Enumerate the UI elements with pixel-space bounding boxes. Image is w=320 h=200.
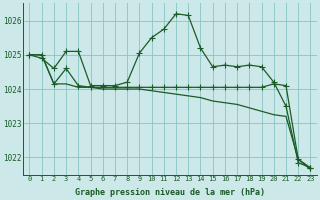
X-axis label: Graphe pression niveau de la mer (hPa): Graphe pression niveau de la mer (hPa)	[75, 188, 265, 197]
